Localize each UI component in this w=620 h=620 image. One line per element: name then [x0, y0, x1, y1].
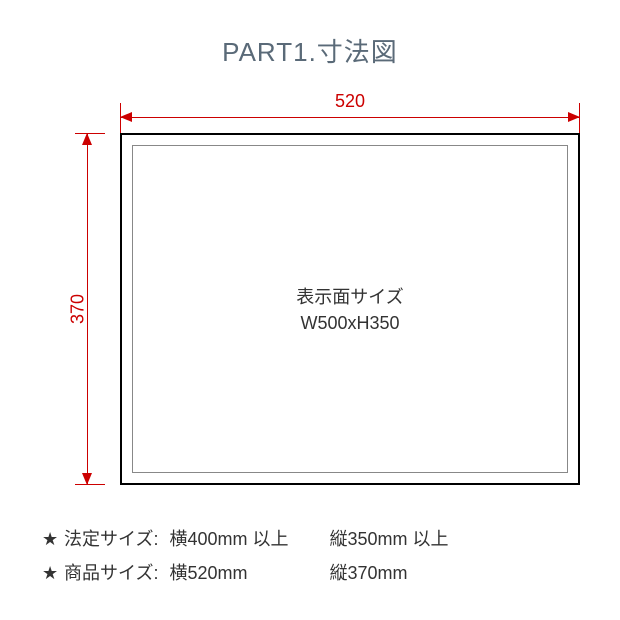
spec-list: ★法定サイズ: 横400mm 以上縦350mm 以上 ★商品サイズ: 横520m…	[42, 522, 449, 590]
spec-height: 縦370mm	[329, 556, 407, 590]
arrow-right-icon	[568, 112, 580, 122]
spec-row-product: ★商品サイズ: 横520mm縦370mm	[42, 556, 449, 590]
page-title: PART1.寸法図	[0, 32, 620, 69]
inner-frame	[132, 145, 568, 473]
spec-width: 横520mm	[169, 556, 329, 590]
height-value: 370	[68, 294, 89, 324]
width-dimension: 520	[120, 85, 580, 125]
spec-label: 商品サイズ:	[64, 556, 158, 590]
height-dimension: 370	[75, 133, 120, 485]
star-icon: ★	[42, 556, 64, 590]
width-value: 520	[120, 91, 580, 112]
spec-label: 法定サイズ:	[64, 522, 158, 556]
arrow-down-icon	[82, 473, 92, 485]
spec-height: 縦350mm 以上	[329, 522, 448, 556]
spec-width: 横400mm 以上	[169, 522, 329, 556]
arrow-up-icon	[82, 133, 92, 145]
display-size-label: 表示面サイズ	[122, 283, 578, 309]
spec-row-legal: ★法定サイズ: 横400mm 以上縦350mm 以上	[42, 522, 449, 556]
star-icon: ★	[42, 522, 64, 556]
display-size-value: W500xH350	[122, 313, 578, 334]
dim-line-horizontal	[120, 117, 580, 118]
arrow-left-icon	[120, 112, 132, 122]
outer-frame: 表示面サイズ W500xH350	[120, 133, 580, 485]
dimension-diagram: 520 370 表示面サイズ W500xH350	[75, 85, 595, 505]
